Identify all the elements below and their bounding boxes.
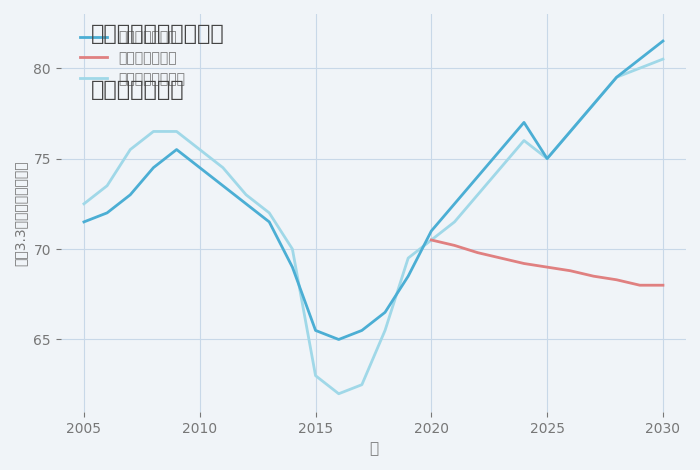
Line: グッドシナリオ: グッドシナリオ [84, 41, 663, 339]
グッドシナリオ [149, 165, 158, 171]
Line: バッドシナリオ: バッドシナリオ [431, 240, 663, 285]
バッドシナリオ [520, 261, 528, 266]
Text: 大阪府八尾市山本町の: 大阪府八尾市山本町の [91, 24, 225, 44]
グッドシナリオ [358, 328, 366, 333]
バッドシナリオ [589, 274, 598, 279]
ノーマルシナリオ [149, 129, 158, 134]
ノーマルシナリオ [195, 147, 204, 152]
グッドシナリオ [520, 119, 528, 125]
グッドシナリオ [473, 174, 482, 180]
バッドシナリオ [659, 282, 667, 288]
グッドシナリオ [335, 337, 343, 342]
ノーマルシナリオ [381, 328, 389, 333]
X-axis label: 年: 年 [369, 441, 378, 456]
ノーマルシナリオ [80, 201, 88, 207]
グッドシナリオ [265, 219, 274, 225]
ノーマルシナリオ [450, 219, 459, 225]
グッドシナリオ [80, 219, 88, 225]
グッドシナリオ [496, 147, 505, 152]
グッドシナリオ [427, 228, 435, 234]
ノーマルシナリオ [172, 129, 181, 134]
グッドシナリオ [312, 328, 320, 333]
ノーマルシナリオ [427, 237, 435, 243]
グッドシナリオ [126, 192, 134, 197]
グッドシナリオ [589, 102, 598, 107]
バッドシナリオ [473, 250, 482, 256]
ノーマルシナリオ [265, 210, 274, 216]
グッドシナリオ [218, 183, 227, 188]
ノーマルシナリオ [520, 138, 528, 143]
Legend: グッドシナリオ, バッドシナリオ, ノーマルシナリオ: グッドシナリオ, バッドシナリオ, ノーマルシナリオ [74, 25, 191, 92]
グッドシナリオ [195, 165, 204, 171]
グッドシナリオ [450, 201, 459, 207]
グッドシナリオ [543, 156, 552, 161]
バッドシナリオ [427, 237, 435, 243]
ノーマルシナリオ [612, 74, 621, 80]
Line: ノーマルシナリオ: ノーマルシナリオ [84, 59, 663, 394]
グッドシナリオ [566, 129, 575, 134]
ノーマルシナリオ [473, 192, 482, 197]
グッドシナリオ [242, 201, 251, 207]
Text: 土地の価格推移: 土地の価格推移 [91, 80, 185, 100]
ノーマルシナリオ [636, 65, 644, 71]
ノーマルシナリオ [404, 255, 412, 261]
ノーマルシナリオ [288, 246, 297, 252]
バッドシナリオ [566, 268, 575, 274]
グッドシナリオ [288, 264, 297, 270]
グッドシナリオ [659, 38, 667, 44]
バッドシナリオ [612, 277, 621, 282]
ノーマルシナリオ [496, 165, 505, 171]
ノーマルシナリオ [242, 192, 251, 197]
ノーマルシナリオ [543, 156, 552, 161]
グッドシナリオ [636, 56, 644, 62]
ノーマルシナリオ [103, 183, 111, 188]
ノーマルシナリオ [126, 147, 134, 152]
ノーマルシナリオ [358, 382, 366, 388]
グッドシナリオ [612, 74, 621, 80]
グッドシナリオ [381, 310, 389, 315]
バッドシナリオ [450, 243, 459, 248]
バッドシナリオ [543, 264, 552, 270]
ノーマルシナリオ [335, 391, 343, 397]
グッドシナリオ [172, 147, 181, 152]
Y-axis label: 坪（3.3㎡）単価（万円）: 坪（3.3㎡）単価（万円） [14, 160, 28, 266]
グッドシナリオ [404, 274, 412, 279]
ノーマルシナリオ [218, 165, 227, 171]
ノーマルシナリオ [312, 373, 320, 378]
ノーマルシナリオ [589, 102, 598, 107]
バッドシナリオ [496, 255, 505, 261]
ノーマルシナリオ [659, 56, 667, 62]
ノーマルシナリオ [566, 129, 575, 134]
グッドシナリオ [103, 210, 111, 216]
バッドシナリオ [636, 282, 644, 288]
